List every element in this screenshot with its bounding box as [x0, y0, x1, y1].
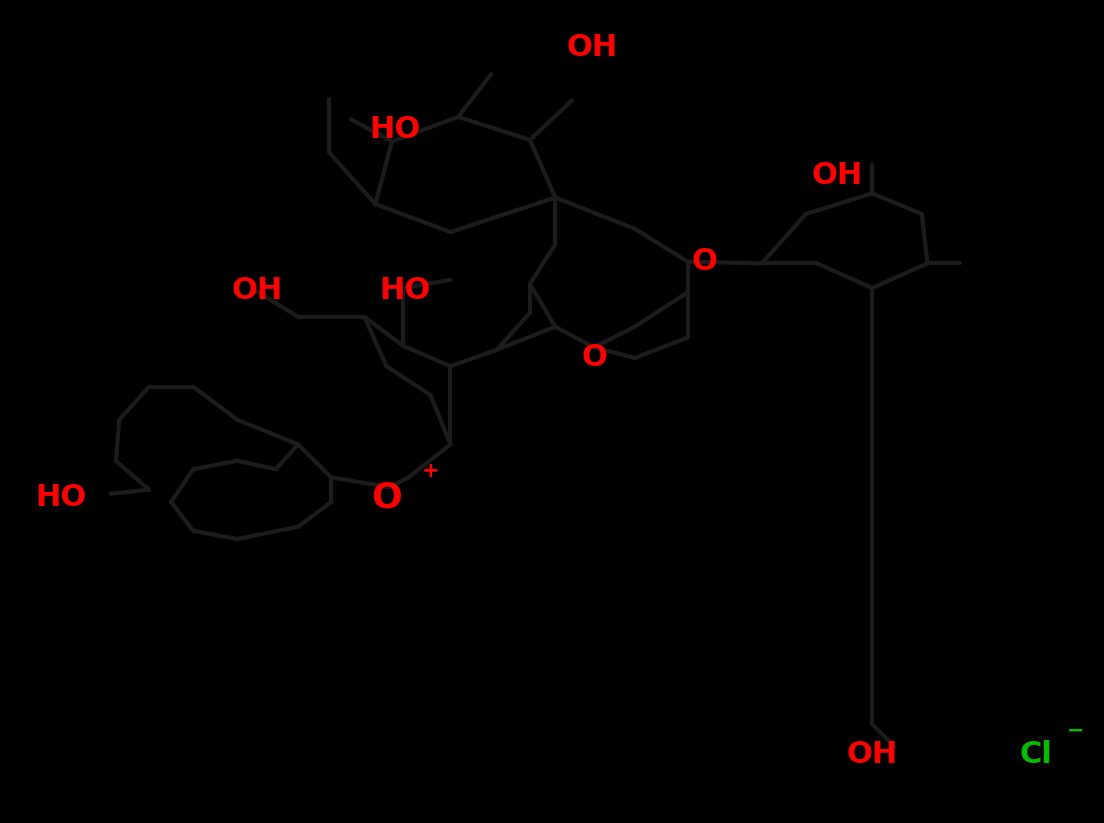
- Text: HO: HO: [380, 276, 431, 305]
- Text: OH: OH: [232, 276, 283, 305]
- Text: Cl: Cl: [1019, 740, 1052, 770]
- Text: OH: OH: [811, 160, 862, 190]
- Text: O: O: [371, 480, 402, 514]
- Text: O: O: [691, 247, 718, 277]
- Text: O: O: [581, 342, 607, 372]
- Text: OH: OH: [566, 33, 617, 63]
- Text: OH: OH: [847, 740, 898, 770]
- Text: +: +: [422, 461, 439, 481]
- Text: −: −: [1066, 721, 1084, 741]
- Text: HO: HO: [370, 114, 421, 144]
- Text: HO: HO: [35, 482, 86, 512]
